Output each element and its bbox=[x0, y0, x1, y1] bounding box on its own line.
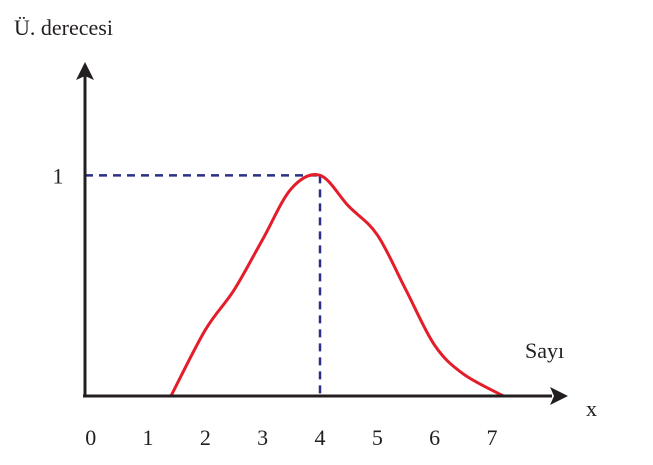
x-tick-label: 6 bbox=[429, 425, 440, 450]
x-arrow bbox=[550, 387, 568, 405]
x-tick-label: 0 bbox=[85, 425, 96, 450]
x-tick-label: 1 bbox=[143, 425, 154, 450]
x-tick-label: 4 bbox=[315, 425, 326, 450]
y-axis-label: Ü. derecesi bbox=[14, 15, 113, 40]
y-tick-label: 1 bbox=[53, 163, 64, 188]
x-tick-label: 7 bbox=[486, 425, 497, 450]
x-tick-label: 3 bbox=[257, 425, 268, 450]
line bbox=[169, 173, 505, 398]
y-arrow bbox=[76, 62, 94, 80]
x-tick-label: 5 bbox=[372, 425, 383, 450]
x-axis-label: Sayı bbox=[525, 338, 564, 363]
x-symbol: x bbox=[586, 396, 597, 421]
axes bbox=[76, 62, 568, 405]
x-tick-label: 2 bbox=[200, 425, 211, 450]
